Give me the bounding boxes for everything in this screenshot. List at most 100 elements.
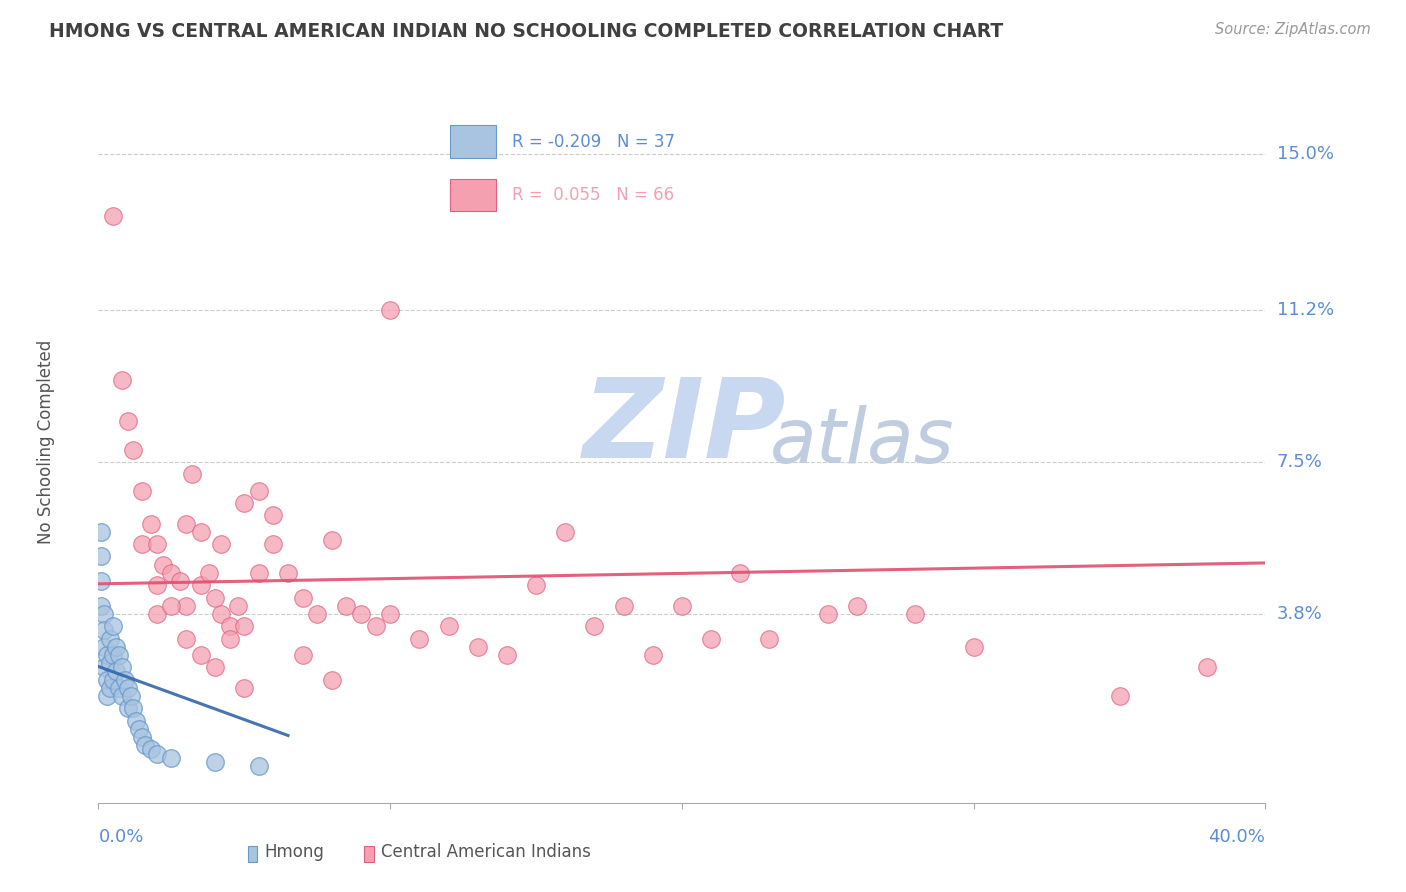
Point	[111, 689, 134, 703]
Point	[152, 558, 174, 572]
Point	[146, 578, 169, 592]
Point	[247, 759, 270, 773]
Point	[307, 607, 329, 621]
Point	[204, 591, 226, 605]
Point	[98, 681, 121, 695]
Point	[554, 524, 576, 539]
Point	[277, 566, 299, 580]
Point	[671, 599, 693, 613]
Point	[139, 516, 162, 531]
Point	[204, 660, 226, 674]
Point	[104, 665, 127, 679]
Point	[146, 747, 169, 761]
Point	[198, 566, 221, 580]
Point	[817, 607, 839, 621]
Point	[117, 414, 139, 428]
Point	[90, 524, 112, 539]
Text: 11.2%: 11.2%	[1277, 301, 1334, 319]
Point	[131, 730, 153, 744]
Point	[174, 599, 197, 613]
Point	[128, 722, 150, 736]
Point	[335, 599, 357, 613]
Point	[104, 640, 127, 654]
Point	[96, 648, 118, 662]
Point	[321, 673, 343, 687]
Point	[233, 681, 256, 695]
Point	[218, 632, 240, 646]
Point	[1195, 660, 1218, 674]
Text: Hmong: Hmong	[264, 843, 323, 861]
Point	[247, 483, 270, 498]
Point	[321, 533, 343, 547]
Point	[90, 574, 112, 588]
Text: HMONG VS CENTRAL AMERICAN INDIAN NO SCHOOLING COMPLETED CORRELATION CHART: HMONG VS CENTRAL AMERICAN INDIAN NO SCHO…	[49, 22, 1004, 41]
Point	[524, 578, 547, 592]
Point	[641, 648, 664, 662]
Point	[350, 607, 373, 621]
Text: Source: ZipAtlas.com: Source: ZipAtlas.com	[1215, 22, 1371, 37]
Point	[233, 619, 256, 633]
Point	[364, 619, 387, 633]
Point	[134, 739, 156, 753]
Point	[96, 673, 118, 687]
Text: 3.8%: 3.8%	[1277, 605, 1322, 623]
Point	[101, 648, 124, 662]
Point	[291, 648, 314, 662]
Point	[904, 607, 927, 621]
Point	[146, 537, 169, 551]
Point	[93, 660, 115, 674]
Point	[114, 673, 136, 687]
Point	[612, 599, 634, 613]
Point	[122, 442, 145, 457]
Point	[108, 648, 131, 662]
Point	[90, 599, 112, 613]
Point	[160, 566, 183, 580]
Point	[1108, 689, 1130, 703]
Text: 40.0%: 40.0%	[1209, 828, 1265, 846]
Point	[101, 209, 124, 223]
Point	[247, 566, 270, 580]
Point	[174, 516, 197, 531]
Point	[90, 549, 112, 564]
Point	[758, 632, 780, 646]
Point	[228, 599, 250, 613]
Point	[209, 537, 232, 551]
Point	[98, 632, 121, 646]
Point	[117, 681, 139, 695]
Point	[218, 619, 240, 633]
Point	[174, 632, 197, 646]
Point	[730, 566, 752, 580]
Point	[101, 673, 124, 687]
Point	[93, 607, 115, 621]
Point	[101, 619, 124, 633]
Text: No Schooling Completed: No Schooling Completed	[37, 340, 55, 543]
Point	[380, 607, 402, 621]
Point	[190, 578, 212, 592]
Text: 7.5%: 7.5%	[1277, 453, 1323, 471]
Point	[233, 496, 256, 510]
Text: 0.0%: 0.0%	[98, 828, 143, 846]
Point	[180, 467, 202, 482]
Point	[93, 624, 115, 638]
Point	[204, 755, 226, 769]
Point	[262, 508, 284, 523]
Point	[160, 750, 183, 764]
Point	[190, 648, 212, 662]
Point	[131, 483, 153, 498]
Point	[111, 373, 134, 387]
Point	[408, 632, 430, 646]
Point	[467, 640, 489, 654]
Point	[190, 524, 212, 539]
Point	[139, 742, 162, 756]
Bar	[247, 847, 257, 862]
Point	[131, 537, 153, 551]
Text: Central American Indians: Central American Indians	[381, 843, 591, 861]
Text: atlas: atlas	[769, 405, 953, 478]
Point	[700, 632, 723, 646]
Point	[496, 648, 519, 662]
Point	[583, 619, 606, 633]
Text: 15.0%: 15.0%	[1277, 145, 1333, 163]
Text: ZIP: ZIP	[582, 374, 786, 481]
Point	[108, 681, 131, 695]
Point	[962, 640, 984, 654]
